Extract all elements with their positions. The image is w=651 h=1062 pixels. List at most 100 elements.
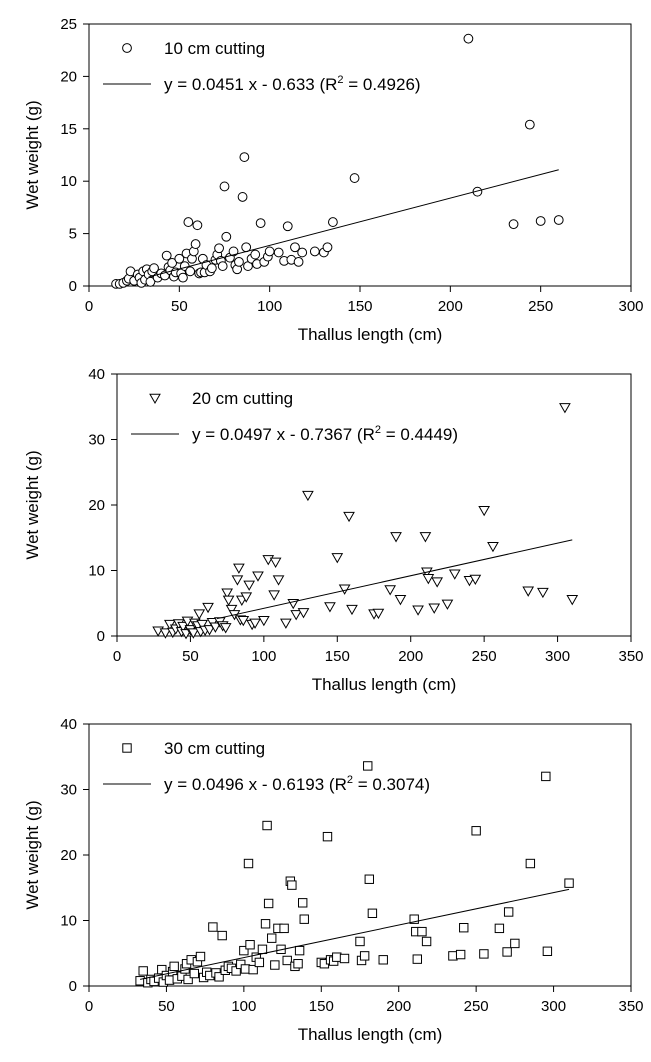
chart-2-legend-marker-label: 20 cm cutting [192,389,293,408]
chart-1: 0 50 100 150 200 250 300 0 5 10 15 20 25 Thallus leng… [23,16,644,344]
chart-2-legend-equation: y = 0.0497 x - 0.7367 (R2 = 0.4449) [192,424,458,444]
chart-1-legend-marker [122,43,132,53]
chart-1-data-point [463,33,474,44]
chart-1-legend-equation: y = 0.0451 x - 0.633 (R2 = 0.4926) [164,74,421,94]
chart-2-data-point [268,590,280,601]
chart-1-x-tick-label: 300 [618,298,643,315]
chart-3-data-point [164,975,175,985]
chart-1-y-axis-title: Wet weight (g) [23,100,42,209]
chart-1-legend-equation-main: y = 0.0451 x - 0.633 (R [164,75,337,94]
chart-1-data-point [290,242,300,253]
chart-2-legend-equation-sup: 2 [375,424,381,436]
chart-2-data-point [252,571,264,582]
chart-2-data-point [331,553,344,564]
chart-3-data-point [471,826,481,836]
chart-2-legend-marker [149,393,161,405]
chart-2-data-point [240,592,253,603]
chart-2-data-point [159,628,172,639]
chart-3-data-point [248,964,258,975]
chart-2-y-tick-label: 40 [88,366,105,383]
chart-2-data-point [280,618,292,629]
chart-3-data-point [359,951,370,961]
chart-3-data-point [287,880,297,890]
chart-2-x-tick-label: 300 [545,648,570,665]
chart-1-data-point [167,258,178,268]
chart-3-x-tick-label: 350 [618,998,643,1015]
chart-1-data-point [297,247,308,258]
chart-1-legend-equation-r2: = 0.4926) [344,75,421,94]
chart-2-x-tick-label: 250 [472,648,497,665]
chart-3-data-point [542,946,553,956]
chart-2-data-point [346,604,358,616]
chart-3-y-tick-label: 0 [69,978,77,995]
chart-1-y-tick-label: 25 [60,16,77,33]
chart-1-data-point [219,181,230,192]
chart-3-x-tick-label: 50 [158,998,175,1015]
chart-2-data-point [566,595,579,606]
chart-2-y-axis-title: Wet weight (g) [23,450,42,559]
chart-1-data-point [535,216,546,226]
chart-3-data-point [245,940,255,950]
chart-1-data-point [161,250,172,261]
chart-3-data-point [282,955,292,966]
chart-1-x-tick-label: 150 [347,298,372,315]
chart-3-data-point [322,831,333,842]
chart-3-data-point [355,936,365,947]
chart-2-regression-line [216,539,573,620]
chart-2-data-point [478,505,491,517]
chart-1-data-point [192,220,203,231]
chart-1-data-point [273,247,284,258]
chart-3-data-point [183,974,193,985]
chart-3-x-tick-label: 0 [85,998,93,1015]
chart-1-y-tick-label: 5 [69,226,77,243]
chart-3-data-point [239,945,249,956]
chart-1-data-point [553,215,564,225]
chart-3-data-point [169,961,179,972]
chart-3-data-point [195,951,206,962]
chart-3-data-point [217,930,227,941]
chart-3-data-point [294,945,305,956]
chart-1-data-point [328,217,338,227]
chart-3-data-point [299,914,309,924]
chart-1-data-point [183,217,194,227]
chart-3-x-tick-label: 300 [541,998,566,1015]
chart-3-data-point [417,926,427,937]
chart-1-data-point [178,272,188,283]
chart-2-x-tick-label: 350 [618,648,643,665]
chart-2-data-point [537,587,549,599]
chart-2-data-point [219,623,232,634]
chart-3-data-point [564,878,574,888]
chart-2-data-point [209,622,222,633]
chart-1-data-point [508,219,519,230]
chart-2-legend: 20 cm cutting y = 0.0497 x - 0.7367 (R2 =… [131,389,458,444]
chart-2-data-point [243,580,256,591]
chart-3-data-point [263,898,274,909]
chart-3-data-point [260,919,271,929]
chart-2-data-point [290,610,303,621]
chart-1-data-point [255,218,266,229]
chart-3-y-axis-title: Wet weight (g) [23,800,42,909]
chart-1-data-point [228,246,239,257]
chart-3-data-point [479,949,489,959]
chart-3-data-point [541,771,551,782]
chart-3-data-point [138,966,148,976]
chart-1-x-tick-label: 250 [528,298,553,315]
chart-1-data-point [217,261,228,271]
chart-2-data-point [221,588,234,599]
chart-3-data-point [214,972,224,982]
chart-1-data-point [145,276,156,287]
chart-2-x-tick-label: 50 [182,648,199,665]
chart-3-data-point [262,820,272,831]
chart-1-x-tick-label: 200 [438,298,463,315]
chart-2-y-tick-label: 10 [88,563,105,580]
chart-3-data-point [378,955,388,965]
chart-3-data-point [279,923,289,934]
chart-1-data-point [239,152,250,162]
chart-3-legend-equation: y = 0.0496 x - 0.6193 (R2 = 0.3074) [164,774,430,794]
chart-2-x-tick-label: 200 [398,648,423,665]
chart-3-data-point [339,953,350,964]
chart-2-data-point [487,541,499,553]
chart-2-data-point [469,574,482,586]
chart-2-data-point [384,585,397,596]
